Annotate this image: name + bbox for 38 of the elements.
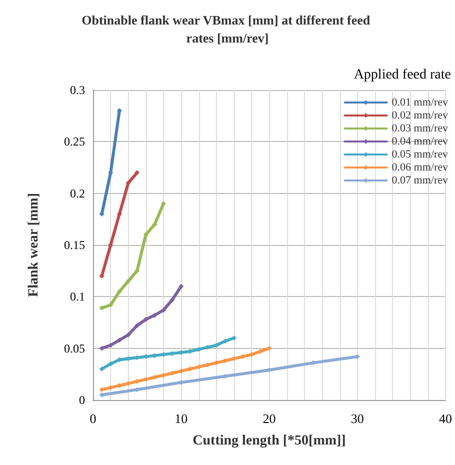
- x-tick-label: 20: [262, 411, 276, 426]
- point: [134, 323, 140, 328]
- legend-title: Applied feed rate: [354, 68, 452, 82]
- legend-label: 0.07 mm/rev: [392, 174, 448, 186]
- legend-label: 0.06 mm/rev: [392, 162, 448, 174]
- point: [161, 308, 166, 313]
- legend-label: 0.05 mm/rev: [392, 148, 448, 160]
- x-tick-label: 10: [174, 411, 188, 426]
- point: [126, 180, 131, 186]
- y-tick-label: 0.15: [64, 238, 85, 252]
- x-tick-label: 40: [439, 411, 452, 426]
- x-tick-label: 0: [90, 411, 96, 426]
- point: [126, 332, 131, 338]
- point: [99, 366, 104, 372]
- y-tick-label: 0.05: [64, 341, 85, 356]
- point: [178, 284, 184, 289]
- point: [126, 278, 131, 284]
- point: [99, 274, 104, 278]
- x-tick-label: 30: [350, 411, 364, 426]
- point: [116, 338, 122, 343]
- legend-label: 0.01 mm/rev: [392, 96, 448, 108]
- chart-title: Obtinable flank wear VBmax [mm] at different feed rates [mm/rev]: [82, 12, 374, 46]
- y-tick-label: 0.3: [70, 83, 85, 97]
- x-axis-title: Cutting length [*50[mm]]: [192, 434, 346, 448]
- y-tick-label: 0.2: [70, 186, 85, 200]
- point: [134, 170, 140, 176]
- point: [170, 297, 175, 302]
- point: [143, 316, 148, 322]
- legend-label: 0.03 mm/rev: [392, 122, 448, 134]
- y-tick-label: 0: [79, 393, 85, 407]
- y-tick-label: 0.25: [64, 134, 85, 149]
- point: [99, 346, 104, 351]
- y-axis-title: Flank wear [mm]: [26, 193, 42, 297]
- point: [116, 289, 122, 294]
- y-tick-label: 0.1: [70, 290, 85, 304]
- legend-label: 0.04 mm/rev: [392, 136, 448, 148]
- legend-label: 0.02 mm/rev: [392, 110, 448, 122]
- point: [232, 336, 236, 340]
